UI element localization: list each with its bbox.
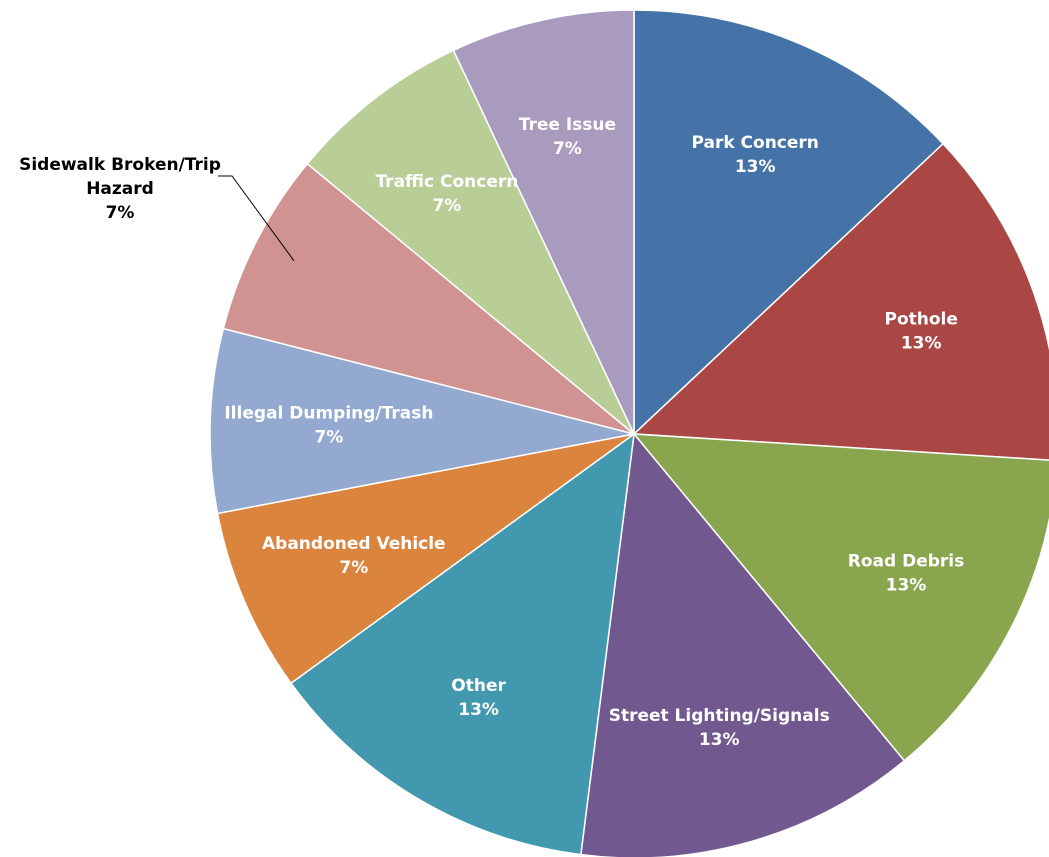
pie-labels: Park Concern 13%Pothole 13%Road Debris 13%S… xyxy=(19,115,964,750)
data-label-pothole: Pothole 13% xyxy=(884,310,957,354)
pie-slice-abandoned-vehicle xyxy=(216,433,635,685)
data-label-road-debris: Road Debris 13% xyxy=(848,552,964,596)
pie-slice-park-concern xyxy=(633,9,945,436)
data-label-name: Traffic Concern xyxy=(375,172,518,192)
data-label-name: Other xyxy=(451,676,506,696)
data-label-name: Sidewalk Broken/Trip xyxy=(19,155,221,175)
pie-slice-street-lighting-signals xyxy=(580,432,906,857)
data-label-traffic-concern: Traffic Concern 7% xyxy=(375,172,518,216)
data-label-percent: 13% xyxy=(886,576,927,596)
data-label-tree-issue: Tree Issue 7% xyxy=(519,115,616,159)
data-label-percent: 13% xyxy=(735,157,776,177)
pie-slice-traffic-concern xyxy=(306,49,635,435)
data-label-name: Illegal Dumping/Trash xyxy=(224,403,433,423)
data-label-other: Other 13% xyxy=(451,676,506,720)
data-label-name: Pothole xyxy=(884,310,957,330)
data-label-street-lighting-signals: Street Lighting/Signals 13% xyxy=(609,706,830,750)
data-label-name: Abandoned Vehicle xyxy=(262,534,446,554)
data-label-percent: 13% xyxy=(458,700,499,720)
data-label-percent: 7% xyxy=(553,139,582,159)
pie-slice-sidewalk-broken-trip-hazard xyxy=(222,162,635,435)
data-label-name: Road Debris xyxy=(848,552,964,572)
pie-slice-other xyxy=(289,432,635,856)
data-label-name: Park Concern xyxy=(691,133,818,153)
data-label-abandoned-vehicle: Abandoned Vehicle 7% xyxy=(262,534,446,578)
data-label-percent: 7% xyxy=(106,203,135,223)
data-label-name: Street Lighting/Signals xyxy=(609,706,830,726)
data-label-park-concern: Park Concern 13% xyxy=(691,133,818,177)
data-label-percent: 7% xyxy=(339,558,368,578)
pie-slices xyxy=(209,9,1049,857)
data-label-name: Hazard xyxy=(86,179,154,199)
data-label-percent: 13% xyxy=(901,334,942,354)
pie-slice-pothole xyxy=(632,142,1049,461)
pie-slice-tree-issue xyxy=(452,9,635,435)
data-label-name: Tree Issue xyxy=(519,115,616,135)
data-label-percent: 7% xyxy=(432,196,461,216)
data-label-sidewalk-broken-trip-hazard: Sidewalk Broken/Trip Hazard 7% xyxy=(19,155,221,223)
data-label-percent: 13% xyxy=(699,730,740,750)
pie-slice-illegal-dumping-trash xyxy=(209,327,635,515)
pie-slice-road-debris xyxy=(632,433,1049,762)
data-label-illegal-dumping-trash: Illegal Dumping/Trash 7% xyxy=(224,403,433,447)
data-label-percent: 7% xyxy=(314,427,343,447)
leader-line-sidewalk-broken-trip-hazard xyxy=(218,175,295,262)
